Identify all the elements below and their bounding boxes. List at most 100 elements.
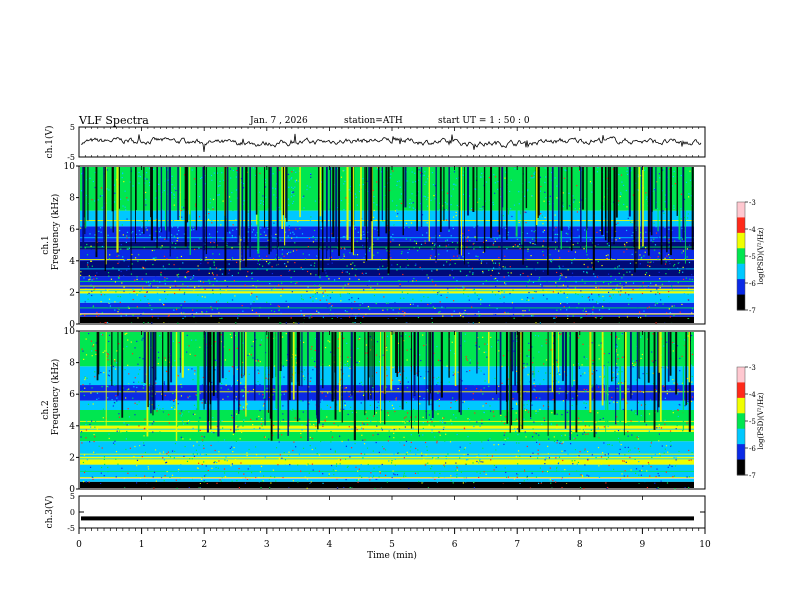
spectrogram-speckle — [644, 251, 646, 253]
spectrogram-speckle — [255, 286, 257, 288]
spectrogram-speckle — [343, 183, 345, 185]
spectrogram-speckle — [233, 185, 235, 187]
spectrogram-speckle — [216, 231, 218, 233]
spectrogram-speckle — [114, 402, 116, 404]
spectrogram-speckle — [397, 213, 399, 215]
spectrogram-speckle — [558, 462, 560, 464]
spectrogram-speckle — [650, 261, 652, 263]
spectrogram-speckle — [281, 311, 283, 314]
spectrogram-speckle — [493, 469, 495, 471]
spectrogram-speckle — [141, 364, 143, 366]
spectrogram-speckle — [230, 385, 233, 387]
spectrogram-speckle — [416, 372, 418, 374]
spectrogram-sferic — [104, 167, 106, 272]
spectrogram-speckle — [230, 177, 232, 179]
spectrogram-speckle — [465, 189, 467, 191]
spectrogram-speckle — [147, 238, 149, 241]
spectrogram-speckle — [260, 344, 262, 346]
spectrogram-speckle — [608, 385, 610, 387]
spectrogram-speckle — [124, 333, 126, 335]
spectrogram-speckle — [92, 478, 94, 481]
spectrogram-speckle — [497, 339, 499, 341]
spectrogram-speckle — [286, 359, 288, 362]
spectrogram-speckle — [605, 258, 607, 260]
spectrogram-speckle — [611, 210, 613, 212]
spectrogram-speckle — [493, 464, 496, 467]
spectrogram-speckle — [109, 215, 111, 218]
spectrogram-speckle — [385, 302, 388, 304]
spectrogram-speckle — [323, 394, 325, 396]
spectrogram-speckle — [365, 344, 368, 346]
spectrogram-speckle — [411, 193, 413, 195]
spectrogram-speckle — [379, 384, 381, 387]
spectrogram-speckle — [512, 340, 515, 342]
spectrogram-speckle — [618, 371, 620, 373]
spectrogram-speckle — [112, 405, 114, 407]
spectrogram-speckle — [93, 433, 95, 436]
spectrogram-speckle — [668, 245, 671, 247]
spectrogram-speckle — [151, 390, 153, 392]
spectrogram-speckle — [201, 402, 203, 404]
spectrogram-speckle — [276, 408, 278, 410]
spectrogram-speckle — [135, 233, 137, 236]
spectrogram-speckle — [673, 457, 675, 459]
spectrogram-speckle — [561, 370, 563, 372]
spectrogram-speckle — [588, 296, 590, 298]
spectrogram-speckle — [118, 221, 120, 223]
spectrogram-speckle — [572, 195, 574, 197]
spectrogram-speckle — [459, 359, 461, 361]
spectrogram-speckle — [480, 219, 482, 221]
spectrogram-speckle — [340, 199, 343, 202]
spectrogram-speckle — [194, 286, 196, 288]
spectrogram-speckle — [450, 204, 452, 206]
spectrogram-speckle — [459, 270, 461, 272]
spectrogram-speckle — [445, 240, 447, 242]
spectrogram-speckle — [677, 267, 679, 269]
spectrogram-speckle — [124, 258, 126, 260]
spectrogram-sferic — [428, 167, 430, 242]
spectrogram-speckle — [302, 253, 304, 255]
spectrogram-speckle — [148, 302, 150, 305]
spectrogram-speckle — [405, 238, 407, 240]
spectrogram-speckle — [434, 185, 436, 187]
spectrogram-sferic — [592, 167, 595, 271]
spectrogram-speckle — [144, 182, 146, 184]
spectrogram-speckle — [499, 168, 501, 171]
spectrogram-speckle — [194, 354, 196, 357]
spectrogram-speckle — [677, 392, 679, 394]
spectrogram-speckle — [439, 202, 441, 204]
spectrogram-speckle — [80, 314, 82, 316]
spectrogram-speckle — [372, 243, 374, 245]
spectrogram-speckle — [273, 466, 275, 468]
spectrogram-speckle — [299, 227, 301, 230]
spectrogram-speckle — [471, 306, 473, 308]
spectrogram-speckle — [216, 194, 218, 196]
spectrogram-speckle — [288, 226, 291, 228]
spectrogram-speckle — [546, 281, 548, 283]
spectrogram-speckle — [327, 447, 330, 449]
spectrogram-speckle — [544, 167, 546, 169]
spectrogram-speckle — [83, 454, 86, 456]
spectrogram-speckle — [325, 272, 327, 274]
spectrogram-speckle — [329, 309, 332, 311]
spectrogram-speckle — [396, 209, 398, 211]
spectrogram-speckle — [92, 180, 94, 183]
spectrogram-speckle — [387, 440, 389, 442]
spectrogram-speckle — [202, 440, 204, 442]
spectrogram-speckle — [660, 480, 662, 482]
spectrogram-speckle — [107, 357, 109, 359]
spectrogram-speckle — [366, 447, 369, 449]
spectrogram-speckle — [525, 404, 527, 406]
spectrogram-speckle — [336, 316, 339, 318]
spectrogram-speckle — [413, 210, 415, 212]
spectrogram-speckle — [409, 303, 412, 305]
spectrogram-speckle — [210, 174, 213, 177]
spectrogram-speckle — [445, 247, 447, 249]
spectrogram-speckle — [634, 442, 636, 444]
spectrogram-speckle — [317, 191, 319, 193]
spectrogram-speckle — [517, 463, 519, 465]
spectrogram-speckle — [515, 455, 517, 458]
spectrogram-speckle — [567, 194, 569, 196]
spectrogram-speckle — [188, 486, 190, 488]
spectrogram-speckle — [655, 302, 657, 304]
